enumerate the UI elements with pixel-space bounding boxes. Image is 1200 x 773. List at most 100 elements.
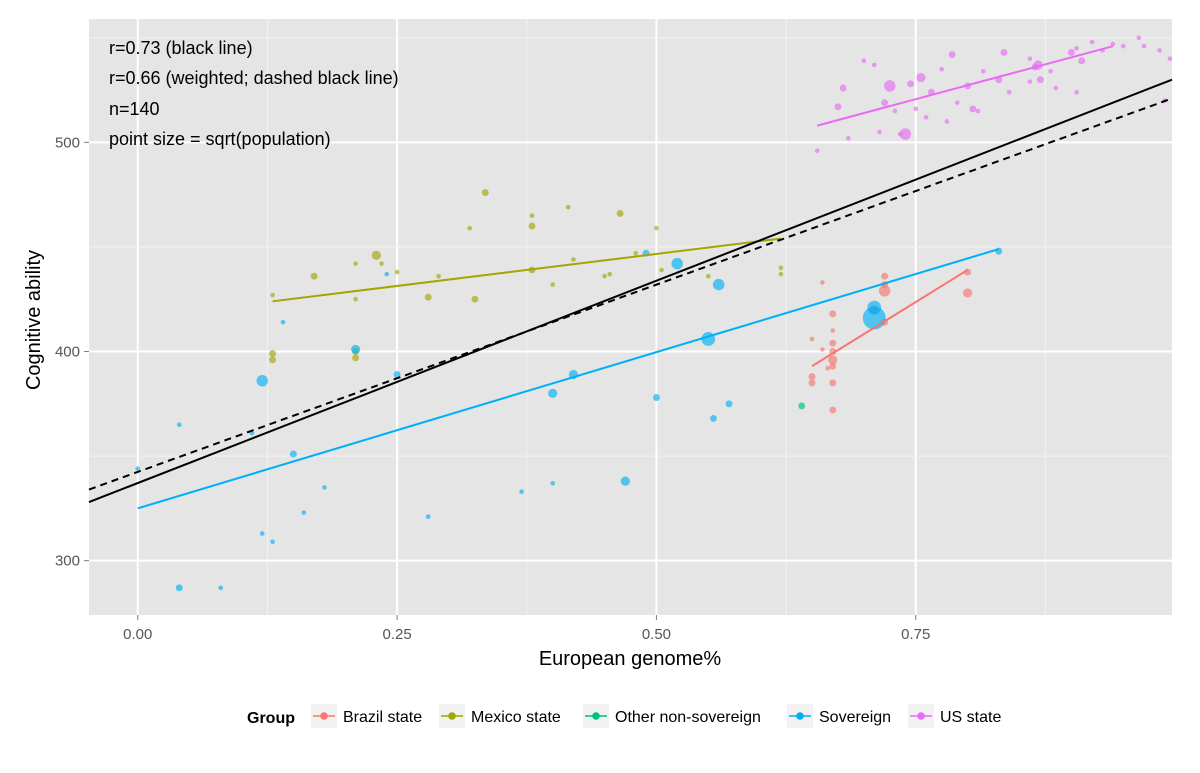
point-brazil-state [881, 272, 889, 280]
point-brazil-state [809, 336, 815, 342]
point-us-state [1000, 49, 1008, 56]
point-brazil-state [963, 288, 973, 298]
point-us-state [975, 108, 981, 114]
point-mexico-state [353, 296, 358, 302]
point-us-state [1048, 68, 1053, 74]
legend-item-brazil-state: Brazil state [311, 704, 422, 728]
point-us-state [980, 68, 986, 74]
point-sovereign [710, 414, 717, 422]
point-us-state [814, 148, 820, 154]
point-us-state [861, 58, 867, 64]
point-sovereign [280, 319, 286, 325]
legend-item-us-state: US state [908, 704, 1001, 728]
point-us-state [1157, 48, 1162, 53]
legend-label: Mexico state [471, 709, 561, 726]
point-us-state [948, 51, 956, 59]
point-us-state [913, 106, 919, 112]
point-mexico-state [565, 204, 571, 210]
point-sovereign [135, 466, 141, 471]
point-sovereign [270, 539, 275, 545]
point-brazil-state [808, 373, 816, 381]
point-sovereign [322, 485, 327, 490]
point-mexico-state [353, 261, 358, 266]
annotation-r-weighted: r=0.66 (weighted; dashed black line) [109, 68, 399, 88]
point-us-state [1036, 76, 1044, 84]
legend-label: Brazil state [343, 709, 422, 726]
legend-label: Other non-sovereign [615, 709, 761, 726]
point-mexico-state [659, 267, 664, 273]
legend-key-point [320, 712, 328, 720]
x-tick-label: 0.75 [901, 626, 930, 643]
point-brazil-state [829, 310, 837, 318]
point-brazil-state [830, 328, 836, 333]
plot-panel [89, 19, 1172, 615]
point-mexico-state [310, 272, 318, 280]
point-us-state [1136, 35, 1142, 41]
point-sovereign [259, 531, 265, 536]
point-us-state [1074, 89, 1079, 95]
point-us-state [1067, 49, 1075, 56]
point-mexico-state [269, 350, 277, 358]
point-sovereign [351, 344, 361, 355]
point-us-state [846, 135, 851, 141]
point-sovereign [218, 585, 224, 591]
grid-lines [89, 19, 1172, 615]
y-tick-label: 500 [55, 134, 80, 151]
point-mexico-state [607, 271, 613, 277]
annotation-n: n=140 [109, 99, 160, 119]
point-us-state [1167, 56, 1173, 62]
point-mexico-state [394, 269, 400, 275]
point-mexico-state [616, 210, 624, 217]
point-sovereign [725, 400, 733, 408]
annotation-point-size: point size = sqrt(population) [109, 129, 331, 149]
point-brazil-state [820, 280, 825, 285]
fit-line-mexico-state [272, 237, 782, 303]
point-brazil-state [829, 362, 837, 370]
legend-label: Sovereign [819, 709, 891, 726]
point-brazil-state [878, 285, 891, 297]
point-mexico-state [424, 293, 432, 301]
fit-line-sovereign [137, 248, 1000, 510]
point-us-state [1078, 57, 1086, 65]
point-mexico-state [571, 257, 576, 262]
x-tick-label: 0.50 [642, 626, 671, 643]
point-us-state [1027, 79, 1033, 85]
legend-label: US state [940, 709, 1001, 726]
point-us-state [939, 66, 945, 72]
point-brazil-state [820, 347, 825, 352]
point-us-state [1089, 39, 1095, 45]
point-mexico-state [481, 189, 489, 197]
point-sovereign [548, 388, 558, 398]
legend: Group Brazil state Mexico state Other non-… [247, 704, 1001, 728]
legend-key-point [448, 712, 456, 720]
point-us-state [871, 62, 877, 68]
point-mexico-state [778, 265, 784, 271]
point-us-state [892, 108, 898, 114]
point-mexico-state [706, 273, 711, 279]
annotations: r=0.73 (black line) r=0.66 (weighted; da… [109, 38, 399, 149]
point-us-state [877, 129, 882, 135]
point-us-state [1120, 43, 1126, 49]
y-axis-title: Cognitive ability [23, 250, 45, 390]
annotation-r-black: r=0.73 (black line) [109, 38, 253, 58]
point-us-state [944, 119, 950, 124]
point-mexico-state [436, 273, 441, 279]
point-us-state [1027, 56, 1033, 62]
point-us-state [907, 80, 915, 88]
point-brazil-state [829, 379, 837, 387]
point-sovereign [620, 476, 630, 486]
point-mexico-state [371, 250, 381, 260]
point-us-state [1006, 89, 1012, 95]
point-other-non-sovereign [798, 402, 806, 410]
x-tick-label: 0.25 [382, 626, 411, 643]
point-brazil-state [829, 406, 837, 414]
y-tick-label: 400 [55, 344, 80, 361]
point-sovereign [995, 247, 1003, 255]
point-mexico-state [602, 273, 607, 279]
legend-item-mexico-state: Mexico state [439, 704, 561, 728]
point-us-state [899, 128, 912, 140]
fit-line-overall [88, 78, 1173, 504]
legend-key-point [796, 712, 804, 720]
point-brazil-state [828, 355, 838, 365]
